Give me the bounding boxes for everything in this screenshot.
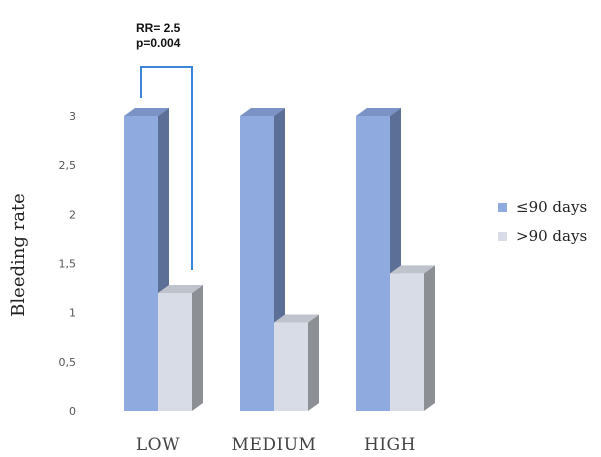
bar-front [158,293,192,411]
bar-top [390,265,435,274]
y-tick-label: 0 [69,405,76,418]
bar-side [308,314,319,411]
bar-low-series-2 [158,285,203,411]
bar-side [424,265,435,411]
bar-front [240,116,274,411]
y-tick-label: 3 [69,110,76,123]
y-axis-ticks: 0 0,5 1 1,5 2 2,5 3 [59,110,77,418]
legend-swatch-1 [498,203,507,212]
category-label-high: HIGH [364,435,416,455]
bar-front [356,116,390,411]
legend-label-1: ≤90 days [516,198,587,216]
legend: ≤90 days >90 days [498,198,587,245]
bar-top [240,108,285,116]
bars [124,108,435,411]
bar-side [192,285,203,411]
y-tick-label: 2,5 [59,159,77,172]
bar-high-series-2 [390,265,435,411]
significance-bracket [140,66,193,270]
x-axis-categories: LOW MEDIUM HIGH [136,435,416,455]
bar-medium-series-1 [240,108,285,411]
annotation-p: p=0.004 [136,36,181,50]
bar-medium-series-2 [274,314,319,411]
bar-top [356,108,401,116]
y-tick-label: 0,5 [59,356,77,369]
bar-front [390,273,424,411]
bar-top [274,314,319,323]
annotation-rr: RR= 2.5 [136,21,181,35]
significance-annotation: RR= 2.5 p=0.004 [136,21,193,270]
y-axis-label: Bleeding rate [8,193,29,317]
legend-label-2: >90 days [516,227,587,245]
y-tick-label: 2 [69,208,76,221]
bar-front [124,116,158,411]
category-label-low: LOW [136,435,180,455]
bar-top [158,285,203,293]
y-tick-label: 1 [69,307,76,320]
bar-top [124,108,169,116]
legend-swatch-2 [498,232,507,241]
bar-front [274,322,308,411]
category-label-medium: MEDIUM [232,435,317,455]
y-tick-label: 1,5 [59,258,77,271]
